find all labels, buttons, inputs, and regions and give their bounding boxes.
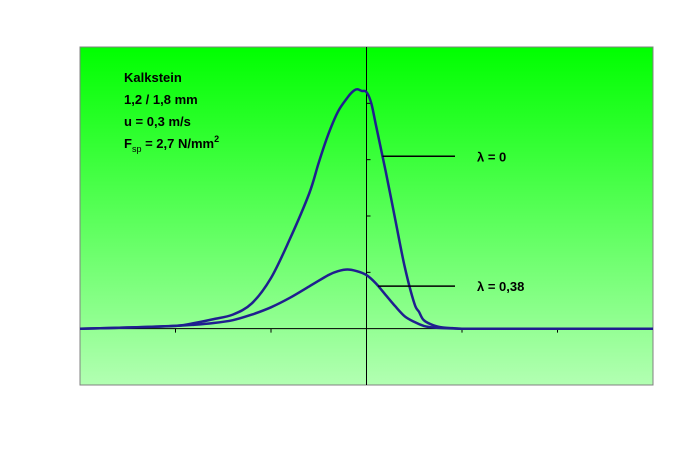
- annotation-block: Kalkstein 1,2 / 1,8 mm u = 0,3 m/s Fsp =…: [124, 70, 219, 154]
- annotation-force-sup: 2: [214, 134, 219, 144]
- annotation-size: 1,2 / 1,8 mm: [124, 92, 198, 107]
- annotation-material: Kalkstein: [124, 70, 182, 85]
- annotation-force: Fsp = 2,7 N/mm2: [124, 134, 219, 154]
- series-line-1: [79, 268, 653, 330]
- series-labels: λ = 0 λ = 0,38: [378, 149, 524, 294]
- annotation-force-value: = 2,7 N/mm: [141, 136, 214, 151]
- series-layer: [79, 88, 653, 330]
- series-label-0: λ = 0: [477, 149, 506, 164]
- annotation-force-main: F: [124, 136, 132, 151]
- series-label-1: λ = 0,38: [477, 279, 524, 294]
- annotation-speed: u = 0,3 m/s: [124, 114, 191, 129]
- annotation-force-sub: sp: [132, 144, 142, 154]
